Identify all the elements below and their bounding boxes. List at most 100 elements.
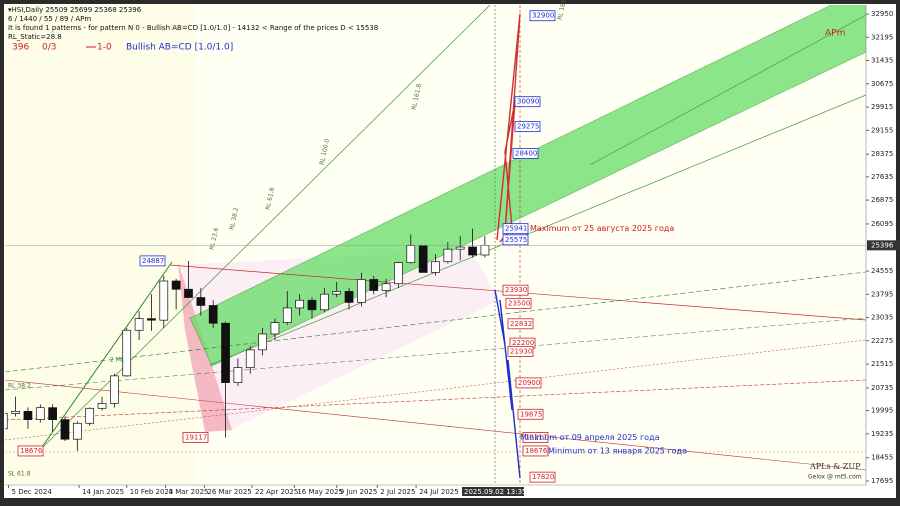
header: 6 / 1440 / 55 / 89 / APm bbox=[8, 15, 91, 23]
zone bbox=[5, 5, 195, 485]
candle-body bbox=[5, 413, 8, 430]
cursor-box bbox=[462, 487, 524, 496]
candle-body bbox=[357, 279, 366, 303]
level-label: 18676 bbox=[20, 447, 43, 455]
annotation: Maximum от 25 августа 2025 года bbox=[530, 224, 674, 233]
y-tick-label: 23035 bbox=[871, 314, 893, 322]
candle-body bbox=[258, 333, 267, 351]
x-tick-label: 10 Feb 2025 bbox=[130, 488, 174, 496]
y-tick-label: 27635 bbox=[871, 173, 893, 181]
candle-body bbox=[369, 279, 379, 291]
candle-body bbox=[270, 322, 280, 335]
header: ▾HSI,Daily 25509 25699 25368 25396 bbox=[8, 6, 142, 14]
y-tick-label: 18455 bbox=[871, 454, 893, 462]
line bbox=[5, 379, 866, 471]
candle-body bbox=[480, 244, 490, 256]
candle-body bbox=[147, 318, 156, 321]
candle-body bbox=[443, 248, 453, 263]
level-label: 21930 bbox=[510, 347, 532, 355]
fib-label: 2 ML bbox=[110, 357, 125, 364]
x-tick-label: 5 Dec 2024 bbox=[12, 488, 53, 496]
fib-label: RL 38.2 bbox=[229, 207, 241, 231]
candle-body bbox=[431, 261, 440, 273]
level-box bbox=[514, 96, 541, 108]
cursor-time: 2025.09.02 13:35 bbox=[462, 487, 526, 496]
x-tick-label: 9 Jun 2025 bbox=[340, 488, 378, 496]
level-label: 18676 bbox=[525, 447, 548, 455]
candle-body bbox=[122, 329, 132, 377]
candle-body bbox=[455, 246, 465, 250]
level-box bbox=[502, 234, 529, 246]
candle-body bbox=[11, 411, 20, 414]
drawings bbox=[5, 5, 866, 485]
candle-body bbox=[159, 280, 169, 321]
candle-body bbox=[23, 411, 33, 420]
x-tick-label: 4 Mar 2025 bbox=[169, 488, 209, 496]
plot bbox=[5, 228, 490, 451]
level-label: 24887 bbox=[142, 257, 164, 265]
level-label: 22200 bbox=[512, 339, 534, 347]
candle-body bbox=[307, 299, 317, 311]
level-box bbox=[505, 297, 532, 309]
legend-line: 1-0 bbox=[97, 43, 112, 53]
line bbox=[5, 339, 866, 441]
candle-body bbox=[418, 245, 428, 273]
annotation: Minimum от 09 апреля 2025 года bbox=[520, 433, 660, 442]
fib-label: RL 61.8 bbox=[265, 187, 277, 211]
y-tick-label: 30675 bbox=[871, 80, 893, 88]
projection bbox=[494, 289, 521, 479]
level-label: 17820 bbox=[532, 473, 554, 481]
y-tick-label: 29155 bbox=[871, 126, 893, 134]
pattern: Bullish AB=CD [1.0/1.0] bbox=[126, 43, 233, 53]
candle-body bbox=[319, 293, 329, 311]
candle-body bbox=[48, 407, 57, 420]
candle-body bbox=[196, 297, 206, 306]
y-tick-label: 19235 bbox=[871, 430, 893, 438]
tag: APm bbox=[825, 29, 845, 39]
level-label: 30090 bbox=[517, 98, 539, 106]
y-tick-label: 31435 bbox=[871, 57, 893, 65]
y-tick-label: 29915 bbox=[871, 103, 893, 111]
annotation: Minimum от 13 января 2025 года bbox=[548, 446, 687, 455]
last-price-box bbox=[867, 240, 900, 251]
y-tick-label: 26875 bbox=[871, 196, 893, 204]
candle-body bbox=[60, 419, 70, 440]
cursor-time-label: 2025.09.02 13:35 bbox=[464, 488, 526, 496]
level-label: 19117 bbox=[185, 433, 207, 441]
pattern-leg bbox=[39, 261, 173, 451]
ratio: 0/3 bbox=[42, 43, 56, 53]
candle-body bbox=[72, 422, 82, 440]
fib-label: RL 23.6 bbox=[209, 227, 221, 251]
candle-body bbox=[97, 403, 107, 409]
level-label: 28400 bbox=[515, 149, 537, 157]
level-box bbox=[507, 318, 534, 330]
y-tick-label: 22275 bbox=[871, 337, 893, 345]
candle-body bbox=[110, 375, 119, 404]
channel-line bbox=[209, 94, 866, 366]
y-tick-label: 17695 bbox=[871, 477, 893, 485]
level-box bbox=[507, 345, 534, 357]
x-tick-label: 26 Mar 2025 bbox=[207, 488, 251, 496]
level-label: 29275 bbox=[517, 123, 539, 131]
fib-label: SL 61.8 bbox=[8, 471, 31, 478]
candle-body bbox=[468, 246, 477, 256]
candle-body bbox=[394, 262, 403, 285]
fib-label: RL 38.2 bbox=[8, 383, 31, 390]
credit: APLs & ZUP bbox=[809, 462, 861, 471]
level-box bbox=[522, 432, 549, 443]
last-price-label: 25396 bbox=[871, 241, 894, 249]
y-tick-label: 24555 bbox=[871, 267, 893, 275]
candle-body bbox=[245, 349, 255, 368]
y-tick-label: 32195 bbox=[871, 33, 893, 41]
level-box bbox=[182, 432, 209, 443]
level-label: 23500 bbox=[508, 299, 530, 307]
candle-body bbox=[282, 307, 292, 323]
y-tick-label: 19995 bbox=[871, 407, 893, 415]
level-box bbox=[502, 223, 529, 235]
y-tick-label: 23795 bbox=[871, 290, 893, 298]
level-box bbox=[17, 445, 44, 457]
y-tick-label: 32950 bbox=[871, 10, 893, 18]
x-tick-label: 22 Apr 2025 bbox=[255, 488, 298, 496]
candle-body bbox=[171, 280, 181, 290]
